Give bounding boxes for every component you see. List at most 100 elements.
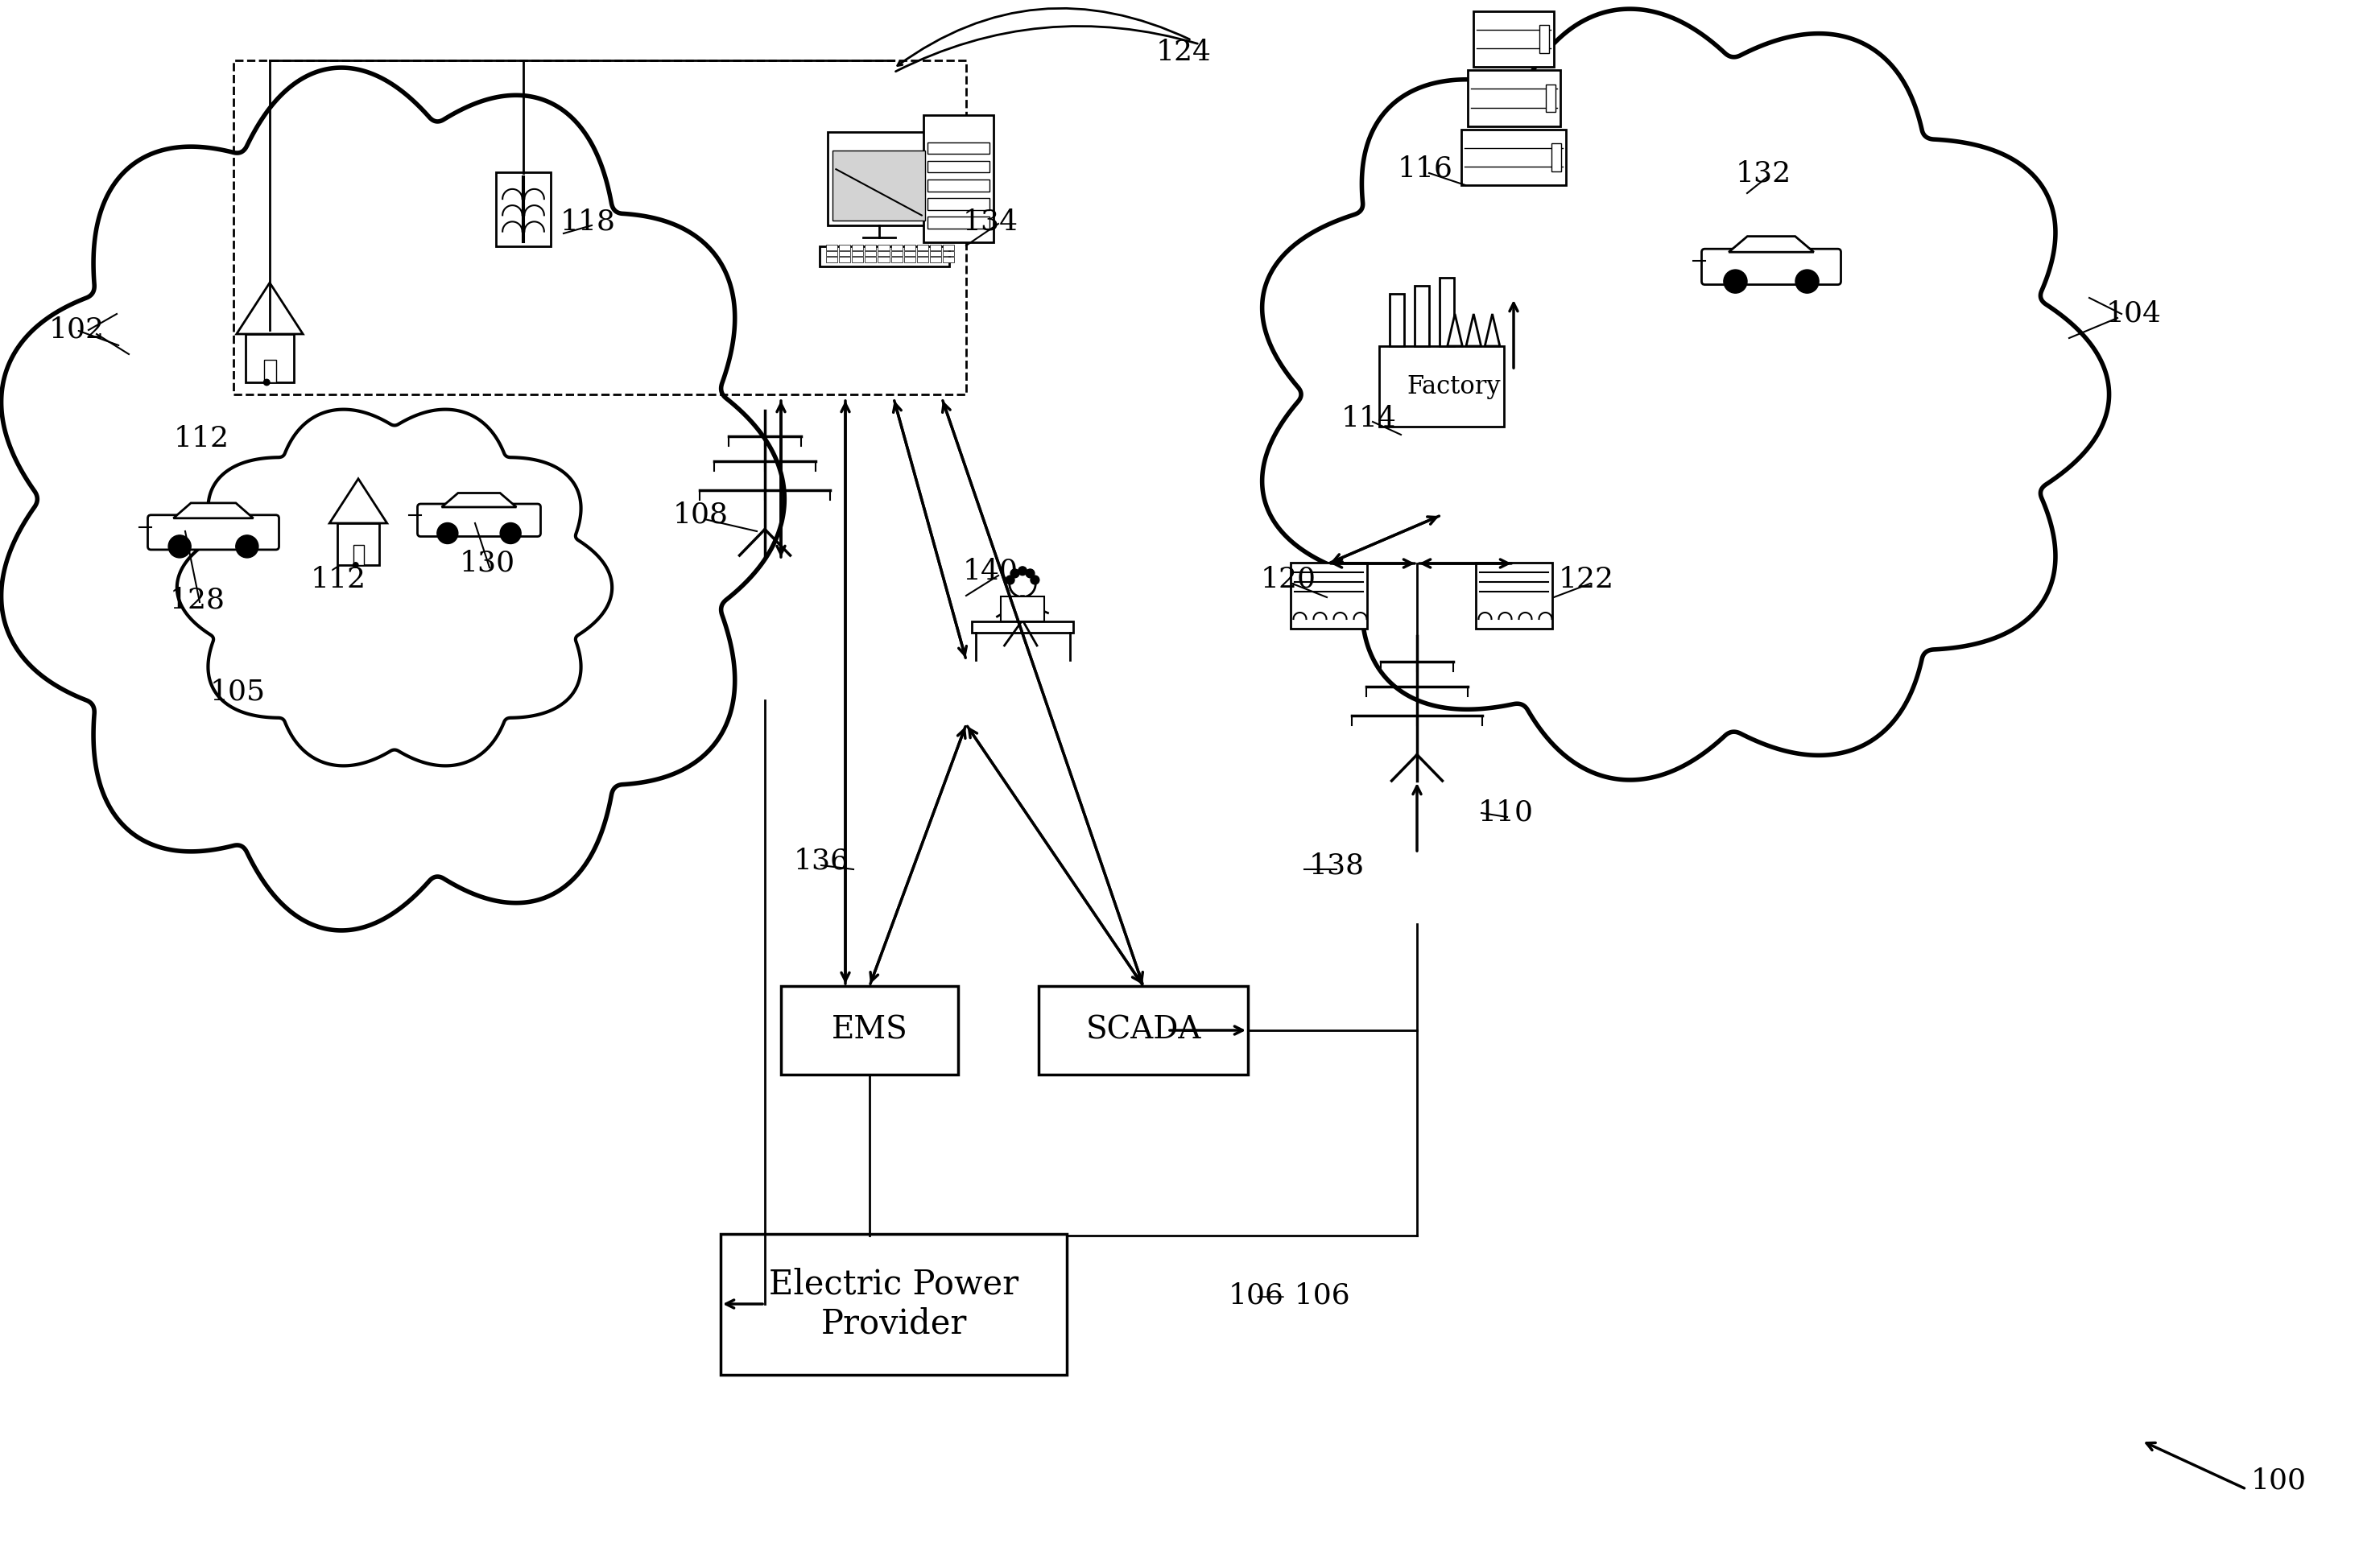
Bar [866, 245, 875, 249]
Circle shape [1026, 569, 1036, 577]
Bar [852, 251, 863, 256]
Polygon shape [175, 503, 252, 517]
Text: 112: 112 [175, 425, 229, 453]
Bar [922, 114, 993, 241]
Bar [927, 216, 991, 229]
Bar [1378, 347, 1503, 426]
Bar [929, 245, 941, 249]
Text: 114: 114 [1340, 405, 1397, 433]
Bar [1439, 278, 1453, 347]
Bar [866, 251, 875, 256]
Bar [354, 546, 363, 564]
Text: 120: 120 [1260, 566, 1316, 593]
Polygon shape [177, 409, 611, 765]
Bar [826, 257, 837, 262]
Bar [1460, 129, 1566, 185]
Polygon shape [330, 478, 387, 524]
Bar [892, 257, 901, 262]
Polygon shape [1729, 237, 1814, 252]
Circle shape [354, 563, 359, 568]
Circle shape [436, 522, 458, 544]
Text: 138: 138 [1309, 851, 1364, 880]
Circle shape [1724, 270, 1748, 293]
Circle shape [1795, 270, 1819, 293]
Text: 118: 118 [559, 207, 616, 235]
Bar [903, 251, 915, 256]
Circle shape [1031, 575, 1040, 585]
Text: 102: 102 [50, 317, 104, 343]
Bar [833, 151, 925, 220]
Circle shape [264, 379, 269, 386]
Circle shape [236, 535, 259, 558]
Bar [944, 251, 953, 256]
Polygon shape [1467, 314, 1481, 347]
Bar [840, 257, 849, 262]
Text: 108: 108 [672, 502, 729, 528]
Bar [927, 198, 991, 210]
Bar [878, 245, 889, 249]
Text: 100: 100 [2250, 1468, 2307, 1494]
Bar [918, 245, 927, 249]
Text: 136: 136 [793, 848, 849, 875]
Text: — 106: — 106 [1255, 1283, 1349, 1309]
Bar [1389, 293, 1404, 347]
Bar [840, 251, 849, 256]
Bar [1000, 596, 1045, 621]
Text: 140: 140 [962, 558, 1019, 585]
Bar [903, 257, 915, 262]
Polygon shape [441, 492, 517, 506]
Bar [929, 257, 941, 262]
FancyBboxPatch shape [1701, 249, 1840, 285]
Bar [840, 245, 849, 249]
Polygon shape [2, 67, 786, 930]
Bar [781, 986, 958, 1074]
Bar [944, 245, 953, 249]
Text: 110: 110 [1477, 800, 1533, 826]
Bar [972, 621, 1073, 632]
Bar [892, 245, 901, 249]
Polygon shape [236, 282, 302, 334]
Bar [264, 359, 276, 383]
Bar [852, 245, 863, 249]
Bar [1545, 85, 1555, 113]
Bar [927, 179, 991, 191]
Circle shape [1005, 575, 1014, 585]
Bar [826, 251, 837, 256]
Text: 128: 128 [170, 586, 224, 613]
Text: 104: 104 [2107, 299, 2161, 328]
Text: 116: 116 [1397, 155, 1453, 183]
Bar [1467, 71, 1559, 125]
Bar [1552, 143, 1562, 171]
Bar [1474, 563, 1552, 629]
Bar [828, 132, 929, 224]
Circle shape [1010, 569, 1019, 577]
Bar [495, 172, 550, 246]
Bar [903, 245, 915, 249]
FancyBboxPatch shape [149, 514, 278, 550]
Text: 106: 106 [1229, 1283, 1283, 1309]
Bar [337, 524, 380, 564]
Bar [892, 251, 901, 256]
Text: 132: 132 [1736, 160, 1790, 187]
Bar [1415, 285, 1430, 347]
Bar [918, 257, 927, 262]
Circle shape [1010, 571, 1036, 597]
Bar [1540, 25, 1550, 53]
Text: 124: 124 [1156, 39, 1210, 66]
Polygon shape [1262, 9, 2109, 779]
Circle shape [500, 522, 521, 544]
Bar [927, 162, 991, 172]
Bar [878, 257, 889, 262]
Text: Factory: Factory [1406, 373, 1500, 398]
Bar [1290, 563, 1366, 629]
Text: Electric Power
Provider: Electric Power Provider [769, 1267, 1019, 1341]
Bar [929, 251, 941, 256]
Bar [1038, 986, 1248, 1074]
Text: 122: 122 [1559, 566, 1614, 593]
Bar [245, 334, 295, 383]
Polygon shape [1484, 314, 1500, 347]
Polygon shape [1448, 314, 1463, 347]
Bar [852, 257, 863, 262]
Bar [918, 251, 927, 256]
Bar [234, 61, 967, 395]
